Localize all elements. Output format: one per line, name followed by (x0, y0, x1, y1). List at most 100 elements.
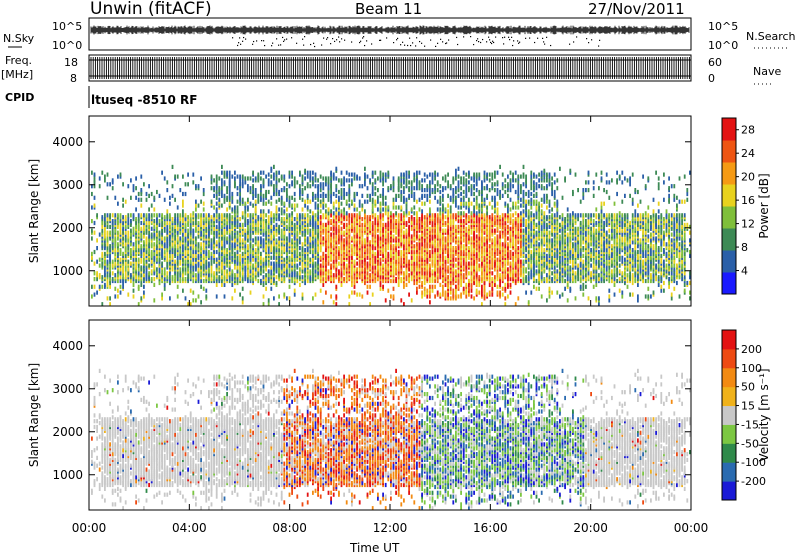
range-gate-cell (317, 184, 319, 189)
range-gate-cell (221, 230, 223, 235)
nsearch-dot (489, 39, 491, 41)
nsearch-dot (393, 42, 395, 44)
range-gate-cell (148, 207, 150, 212)
nsearch-dot (386, 37, 388, 39)
range-gate-cell (351, 244, 353, 249)
range-gate-cell (254, 263, 257, 268)
range-gate-cell (161, 292, 163, 297)
range-gate-cell (171, 164, 174, 169)
range-gate-cell (296, 271, 299, 276)
range-gate-cell (213, 230, 215, 235)
range-gate-cell (374, 251, 377, 256)
range-gate-cell (119, 172, 122, 177)
range-gate-cell (322, 176, 325, 181)
range-gate-cell (338, 224, 340, 229)
range-gate-cell (215, 201, 218, 206)
range-gate-cell (111, 186, 114, 191)
range-gate-cell (195, 273, 197, 278)
nsearch-dot (445, 42, 447, 45)
range-gate-cell (306, 174, 309, 179)
nsearch-dot (409, 37, 411, 39)
range-gate-cell (166, 220, 169, 226)
range-gate-cell (265, 261, 267, 266)
range-gate-cell (301, 255, 304, 260)
range-gate-cell (403, 211, 405, 216)
range-gate-cell (262, 201, 265, 206)
range-gate-cell (332, 255, 335, 260)
nsearch-dot (446, 42, 448, 44)
range-gate-cell (364, 219, 366, 224)
range-gate-cell (182, 277, 184, 282)
nsearch-dot (396, 39, 398, 41)
range-gate-cell (249, 213, 252, 218)
range-gate-cell (338, 234, 340, 239)
nsearch-dot (344, 39, 346, 41)
range-gate-cell (197, 253, 200, 258)
range-gate-cell (296, 278, 299, 284)
range-gate-cell (283, 178, 286, 183)
range-gate-cell (192, 211, 195, 216)
range-gate-cell (122, 220, 124, 226)
range-gate-cell (239, 253, 241, 258)
range-gate-cell (273, 230, 275, 235)
range-gate-cell (312, 271, 314, 276)
range-gate-cell (335, 226, 338, 231)
range-gate-cell (213, 277, 215, 282)
range-gate-cell (192, 244, 195, 249)
range-gate-cell (382, 275, 384, 280)
range-gate-cell (348, 251, 351, 256)
range-gate-cell (319, 193, 322, 198)
range-gate-cell (353, 207, 356, 212)
range-gate-cell (179, 248, 182, 253)
range-gate-cell (195, 249, 197, 255)
range-gate-cell (358, 244, 361, 249)
range-gate-cell (361, 232, 364, 237)
range-gate-cell (286, 213, 288, 218)
range-gate-cell (327, 207, 330, 212)
range-gate-cell (226, 213, 228, 218)
range-gate-cell (244, 273, 247, 278)
range-gate-cell (174, 197, 176, 202)
range-gate-cell (202, 188, 205, 193)
range-gate-cell (312, 180, 314, 185)
range-gate-cell (379, 226, 382, 231)
range-gate-cell (143, 294, 145, 299)
nsearch-dot (544, 43, 546, 45)
range-gate-cell (130, 213, 132, 218)
range-gate-cell (286, 296, 288, 301)
range-gate-cell (184, 271, 187, 276)
range-gate-cell (403, 234, 405, 239)
range-gate-cell (247, 244, 249, 249)
range-gate-cell (335, 166, 338, 171)
range-gate-cell (257, 220, 260, 226)
range-gate-cell (309, 238, 312, 243)
range-gate-cell (231, 195, 234, 200)
range-gate-cell (338, 211, 340, 216)
range-gate-cell (176, 244, 179, 249)
range-gate-cell (348, 238, 351, 243)
range-gate-cell (98, 284, 101, 289)
range-gate-cell (195, 253, 197, 258)
range-gate-cell (319, 236, 322, 241)
nsearch-dot (456, 36, 458, 39)
range-gate-cell (213, 186, 215, 191)
range-gate-cell (371, 207, 374, 212)
range-gate-cell (137, 217, 140, 222)
range-gate-cell (348, 217, 351, 222)
range-gate-cell (98, 232, 101, 237)
range-gate-cell (200, 176, 202, 181)
range-gate-cell (327, 269, 330, 274)
range-gate-cell (101, 251, 104, 256)
range-gate-cell (148, 217, 150, 222)
range-gate-cell (179, 222, 182, 227)
range-gate-cell (361, 193, 364, 198)
range-gate-cell (283, 217, 286, 222)
range-gate-cell (169, 220, 171, 226)
range-gate-cell (215, 213, 218, 218)
range-gate-cell (114, 261, 117, 266)
range-gate-cell (358, 292, 361, 297)
range-gate-cell (176, 217, 179, 222)
range-gate-cell (127, 292, 130, 297)
range-gate-cell (397, 242, 400, 247)
range-gate-cell (195, 298, 197, 303)
